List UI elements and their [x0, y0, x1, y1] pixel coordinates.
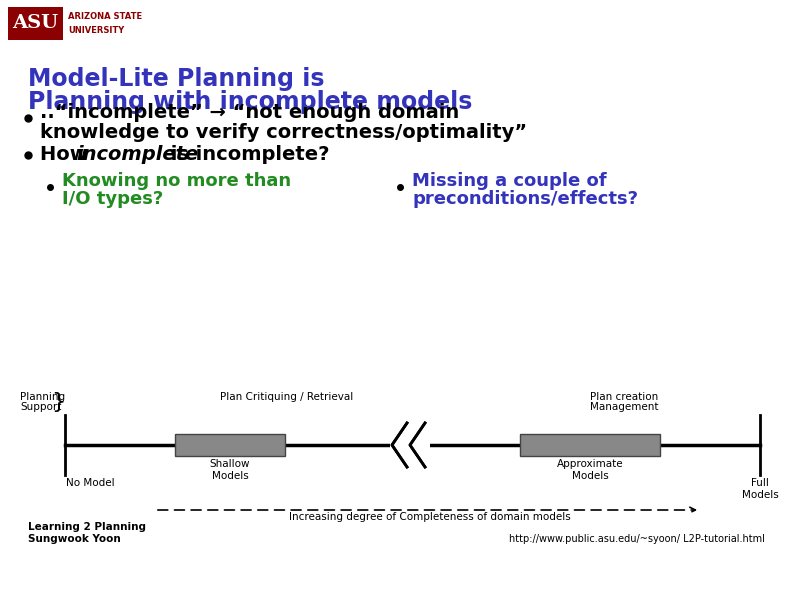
Text: preconditions/effects?: preconditions/effects?	[412, 190, 638, 208]
Text: Sungwook Yoon: Sungwook Yoon	[28, 534, 121, 544]
Text: Support: Support	[20, 402, 61, 412]
Text: ..“incomplete” → “not enough domain: ..“incomplete” → “not enough domain	[40, 104, 459, 123]
Text: ARIZONA STATE: ARIZONA STATE	[68, 12, 142, 21]
Text: Approximate
Models: Approximate Models	[557, 459, 623, 481]
Text: http://www.public.asu.edu/~syoon/ L2P-tutorial.html: http://www.public.asu.edu/~syoon/ L2P-tu…	[509, 534, 765, 544]
Text: No Model: No Model	[66, 478, 114, 488]
Text: UNIVERSITY: UNIVERSITY	[68, 26, 124, 35]
Bar	[520, 434, 660, 456]
Text: Knowing no more than: Knowing no more than	[62, 172, 291, 190]
Text: }: }	[51, 392, 65, 412]
Text: is incomplete?: is incomplete?	[164, 146, 330, 164]
Text: Planning with incomplete models: Planning with incomplete models	[28, 90, 472, 114]
Text: Plan creation: Plan creation	[590, 392, 658, 402]
Text: ASU: ASU	[13, 14, 59, 33]
Text: I/O types?: I/O types?	[62, 190, 164, 208]
Text: Shallow
Models: Shallow Models	[210, 459, 250, 481]
Bar	[175, 434, 285, 456]
Text: Planning: Planning	[20, 392, 65, 402]
Text: Full
Models: Full Models	[742, 478, 778, 500]
Text: Increasing degree of Completeness of domain models: Increasing degree of Completeness of dom…	[289, 512, 571, 522]
Text: incomplete: incomplete	[76, 146, 198, 164]
Text: Model-Lite Planning is: Model-Lite Planning is	[28, 67, 325, 91]
Text: knowledge to verify correctness/optimality”: knowledge to verify correctness/optimali…	[40, 124, 527, 142]
Text: Learning 2 Planning: Learning 2 Planning	[28, 522, 146, 532]
Text: Plan Critiquing / Retrieval: Plan Critiquing / Retrieval	[220, 392, 353, 402]
Text: Missing a couple of: Missing a couple of	[412, 172, 607, 190]
Text: How: How	[40, 146, 94, 164]
Bar	[390, 421, 430, 469]
Text: Management: Management	[590, 402, 658, 412]
Bar	[8, 7, 63, 40]
